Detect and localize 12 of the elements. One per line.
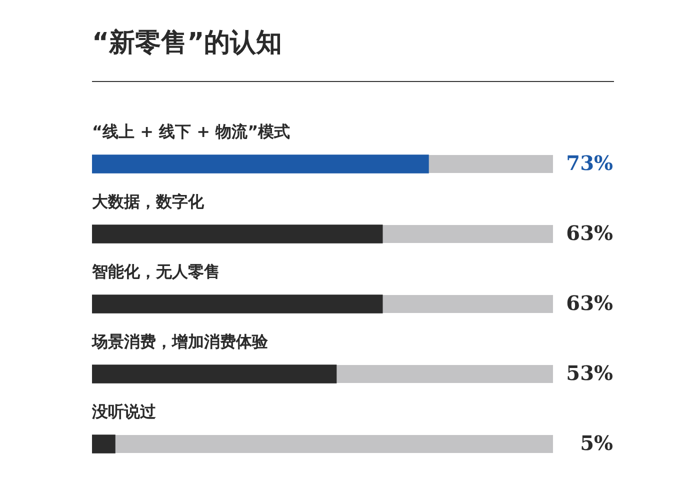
y-tick-label: 没听说过 — [91, 402, 157, 422]
y-tick-label: 大数据，数字化 — [92, 192, 205, 212]
data-label: 5% — [580, 431, 613, 456]
y-tick-label: 智能化，无人零售 — [91, 262, 220, 282]
y-tick-label: “线上 + 线下 + 物流”模式 — [92, 122, 290, 142]
chart-title: “新零售”的认知 — [92, 28, 282, 58]
y-tick-label: 场景消费，增加消费体验 — [91, 332, 269, 352]
bar — [92, 434, 116, 454]
data-label: 53% — [566, 361, 613, 386]
data-label: 73% — [566, 151, 613, 176]
data-label: 63% — [566, 221, 613, 246]
data-label: 63% — [566, 291, 613, 316]
